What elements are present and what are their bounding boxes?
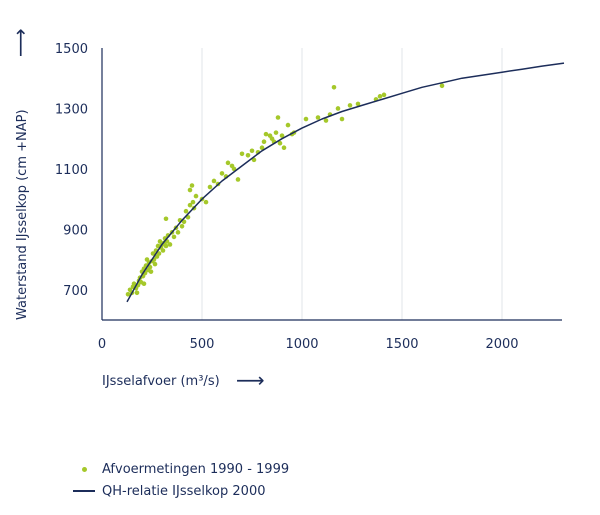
scatter-series xyxy=(125,83,445,297)
data-point-57 xyxy=(203,199,209,205)
y-tick-label-3: 1300 xyxy=(55,102,88,117)
x-tick-label-2: 1000 xyxy=(285,337,318,352)
data-point-94 xyxy=(355,101,361,107)
chart-axes xyxy=(101,48,562,321)
data-point-78 xyxy=(273,130,279,135)
data-point-88 xyxy=(323,118,329,123)
data-point-72 xyxy=(259,145,265,151)
data-point-48 xyxy=(183,208,189,214)
data-point-20 xyxy=(147,264,153,270)
y-tick-label-2: 1100 xyxy=(55,163,88,178)
data-point-37 xyxy=(163,216,169,222)
data-point-86 xyxy=(303,116,309,122)
data-point-82 xyxy=(281,145,287,151)
data-point-44 xyxy=(175,230,181,235)
x-tick-labels: 0 500 1000 1500 2000 xyxy=(98,337,519,352)
y-tick-label-0: 700 xyxy=(63,284,88,299)
x-tick-label-4: 2000 xyxy=(485,337,518,352)
x-tick-label-3: 1500 xyxy=(385,337,418,352)
data-point-23 xyxy=(150,251,156,256)
data-point-98 xyxy=(439,83,445,89)
legend-item-qh-relation: QH-relatie IJsselkop 2000 xyxy=(68,480,289,502)
x-tick-label-1: 500 xyxy=(190,337,215,352)
legend-item-measurements: Afvoermetingen 1990 - 1999 xyxy=(68,458,289,480)
y-tick-label-4: 1500 xyxy=(55,42,88,57)
data-point-59 xyxy=(211,178,217,184)
data-point-14 xyxy=(141,281,147,287)
data-point-63 xyxy=(225,160,231,166)
data-point-61 xyxy=(219,171,225,176)
data-point-46 xyxy=(179,224,185,229)
legend: Afvoermetingen 1990 - 1999 QH-relatie IJ… xyxy=(68,458,289,502)
data-point-90 xyxy=(331,84,337,90)
data-point-0 xyxy=(125,292,131,297)
data-point-79 xyxy=(275,115,281,120)
data-point-87 xyxy=(315,115,321,120)
data-point-52 xyxy=(189,183,195,188)
data-point-97 xyxy=(381,92,387,98)
chart-grid xyxy=(201,48,503,320)
data-point-96 xyxy=(377,94,383,99)
x-axis-arrow: ⟶ xyxy=(236,368,265,392)
data-point-68 xyxy=(245,152,251,158)
legend-label-measurements: Afvoermetingen 1990 - 1999 xyxy=(102,461,290,477)
data-point-92 xyxy=(339,116,345,122)
data-point-74 xyxy=(263,131,269,137)
x-axis-label: IJsselafvoer (m³/s) xyxy=(102,374,220,389)
data-point-29 xyxy=(156,251,162,256)
data-point-67 xyxy=(239,151,245,157)
data-point-4 xyxy=(131,281,137,287)
data-point-81 xyxy=(279,133,285,138)
data-point-73 xyxy=(261,139,267,144)
data-point-55 xyxy=(193,193,199,199)
y-tick-labels: 700 900 1100 1300 1500 xyxy=(55,42,88,299)
data-point-65 xyxy=(231,166,237,172)
data-point-40 xyxy=(167,242,173,247)
data-point-51 xyxy=(187,187,193,193)
data-point-70 xyxy=(251,157,257,163)
data-point-33 xyxy=(160,248,166,253)
data-point-36 xyxy=(163,243,169,249)
y-axis-label: Waterstand IJsselkop (cm +NAP) xyxy=(15,109,30,320)
x-tick-label-0: 0 xyxy=(98,337,106,352)
data-point-66 xyxy=(235,177,241,182)
data-point-21 xyxy=(148,269,154,274)
data-point-42 xyxy=(171,234,177,240)
data-point-58 xyxy=(207,184,213,190)
y-tick-label-1: 900 xyxy=(63,223,88,238)
legend-line-icon xyxy=(73,490,95,492)
qh-relation-line xyxy=(126,62,565,303)
data-point-25 xyxy=(152,261,158,267)
data-point-83 xyxy=(285,122,291,128)
data-point-69 xyxy=(249,148,255,154)
legend-dot-icon xyxy=(81,466,87,472)
line-series xyxy=(126,62,565,303)
y-axis-arrow: ⟶ xyxy=(8,28,32,57)
data-point-91 xyxy=(335,106,341,111)
data-point-50 xyxy=(187,202,193,208)
data-point-6 xyxy=(134,290,140,296)
legend-label-qh-relation: QH-relatie IJsselkop 2000 xyxy=(102,483,266,499)
data-point-80 xyxy=(277,140,283,146)
data-point-93 xyxy=(347,103,353,108)
data-point-53 xyxy=(190,199,196,205)
data-point-47 xyxy=(181,219,187,225)
